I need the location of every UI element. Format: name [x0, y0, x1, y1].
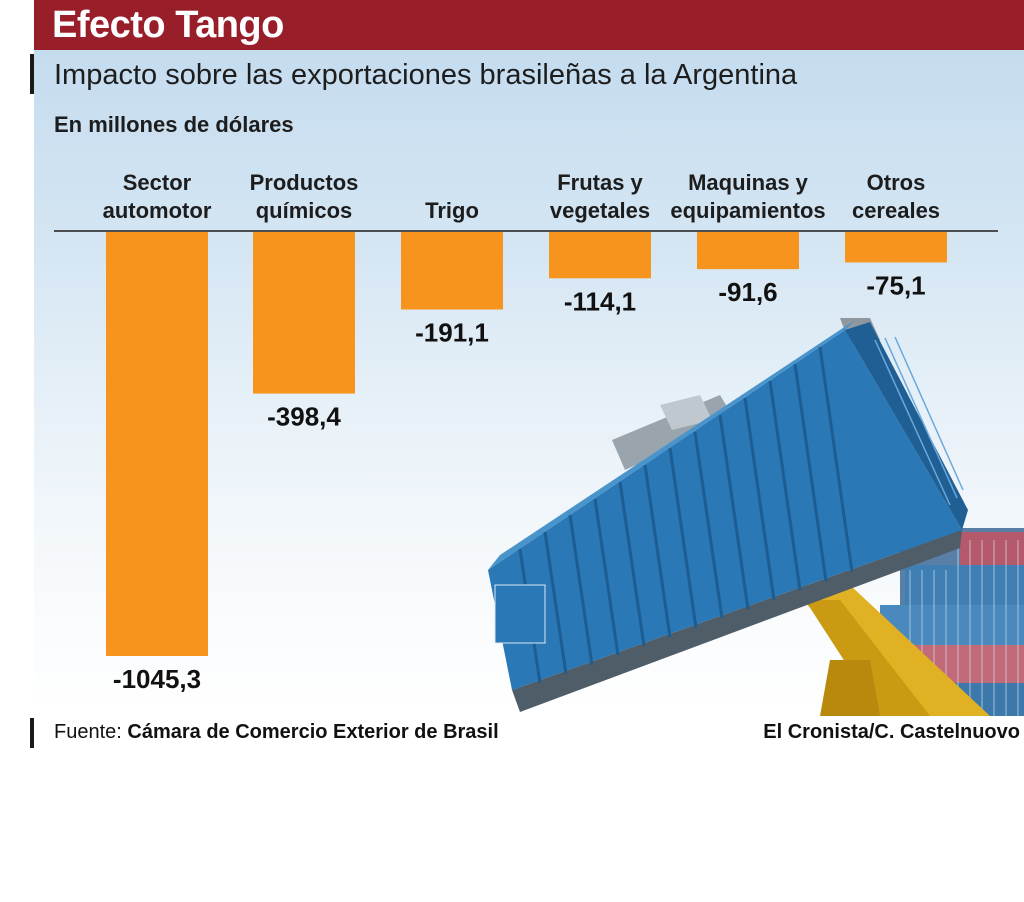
category-label-line: Otros [867, 170, 926, 195]
category-label: Trigo [425, 198, 479, 223]
value-label: -114,1 [564, 286, 636, 316]
crane [790, 585, 990, 716]
value-label: -75,1 [866, 270, 925, 300]
bar [253, 232, 355, 394]
bar [401, 232, 503, 310]
category-label-line: Sector [123, 170, 192, 195]
unit-label: En millones de dólares [54, 112, 294, 137]
value-label: -1045,3 [113, 664, 201, 694]
category-label-line: químicos [256, 198, 353, 223]
category-label: Sector automotor [103, 170, 212, 223]
container-body [488, 330, 962, 690]
value-label: -91,6 [718, 277, 777, 307]
value-label: -398,4 [267, 402, 341, 432]
bar [549, 232, 651, 279]
category-label-line: vegetales [550, 198, 650, 223]
category-label-line: automotor [103, 198, 212, 223]
source-prefix: Fuente: [54, 721, 128, 743]
page-title: Efecto Tango [52, 4, 284, 46]
category-label: Frutas y vegetales [550, 170, 650, 223]
category-label-line: Productos [250, 170, 359, 195]
container-logo [494, 584, 546, 644]
chart-svg: Sector automotor -1045,3 Productos químicos -… [54, 170, 1024, 716]
category-label: Productos químicos [250, 170, 359, 223]
title-bar: Efecto Tango [34, 0, 1024, 50]
category-label: Otros cereales [852, 170, 940, 223]
category-label-line: Trigo [425, 198, 479, 223]
bars-layer: Sector automotor -1045,3 Productos químicos -… [103, 170, 947, 694]
category-label-line: Frutas y [557, 170, 643, 195]
category-label-line: Maquinas y [688, 170, 809, 195]
category-label-line: cereales [852, 198, 940, 223]
bar [697, 232, 799, 270]
infographic: Efecto Tango Impacto sobre las exportaci… [30, 0, 1024, 748]
bar [845, 232, 947, 263]
category-label-line: equipamientos [670, 198, 825, 223]
container-ribs [518, 346, 854, 684]
value-label: -191,1 [415, 318, 489, 348]
container-photo [488, 318, 1024, 716]
footer-rule [30, 718, 34, 748]
credit-line: El Cronista/C. Castelnuovo [763, 721, 1020, 743]
source-note: Fuente: Cámara de Comercio Exterior de B… [54, 719, 499, 745]
category-label: Maquinas y equipamientos [670, 170, 825, 223]
source-name: Cámara de Comercio Exterior de Brasil [127, 721, 499, 743]
subtitle-rule [30, 54, 34, 94]
chart-subtitle: Impacto sobre las exportaciones brasileñ… [54, 59, 798, 91]
bar [106, 232, 208, 656]
